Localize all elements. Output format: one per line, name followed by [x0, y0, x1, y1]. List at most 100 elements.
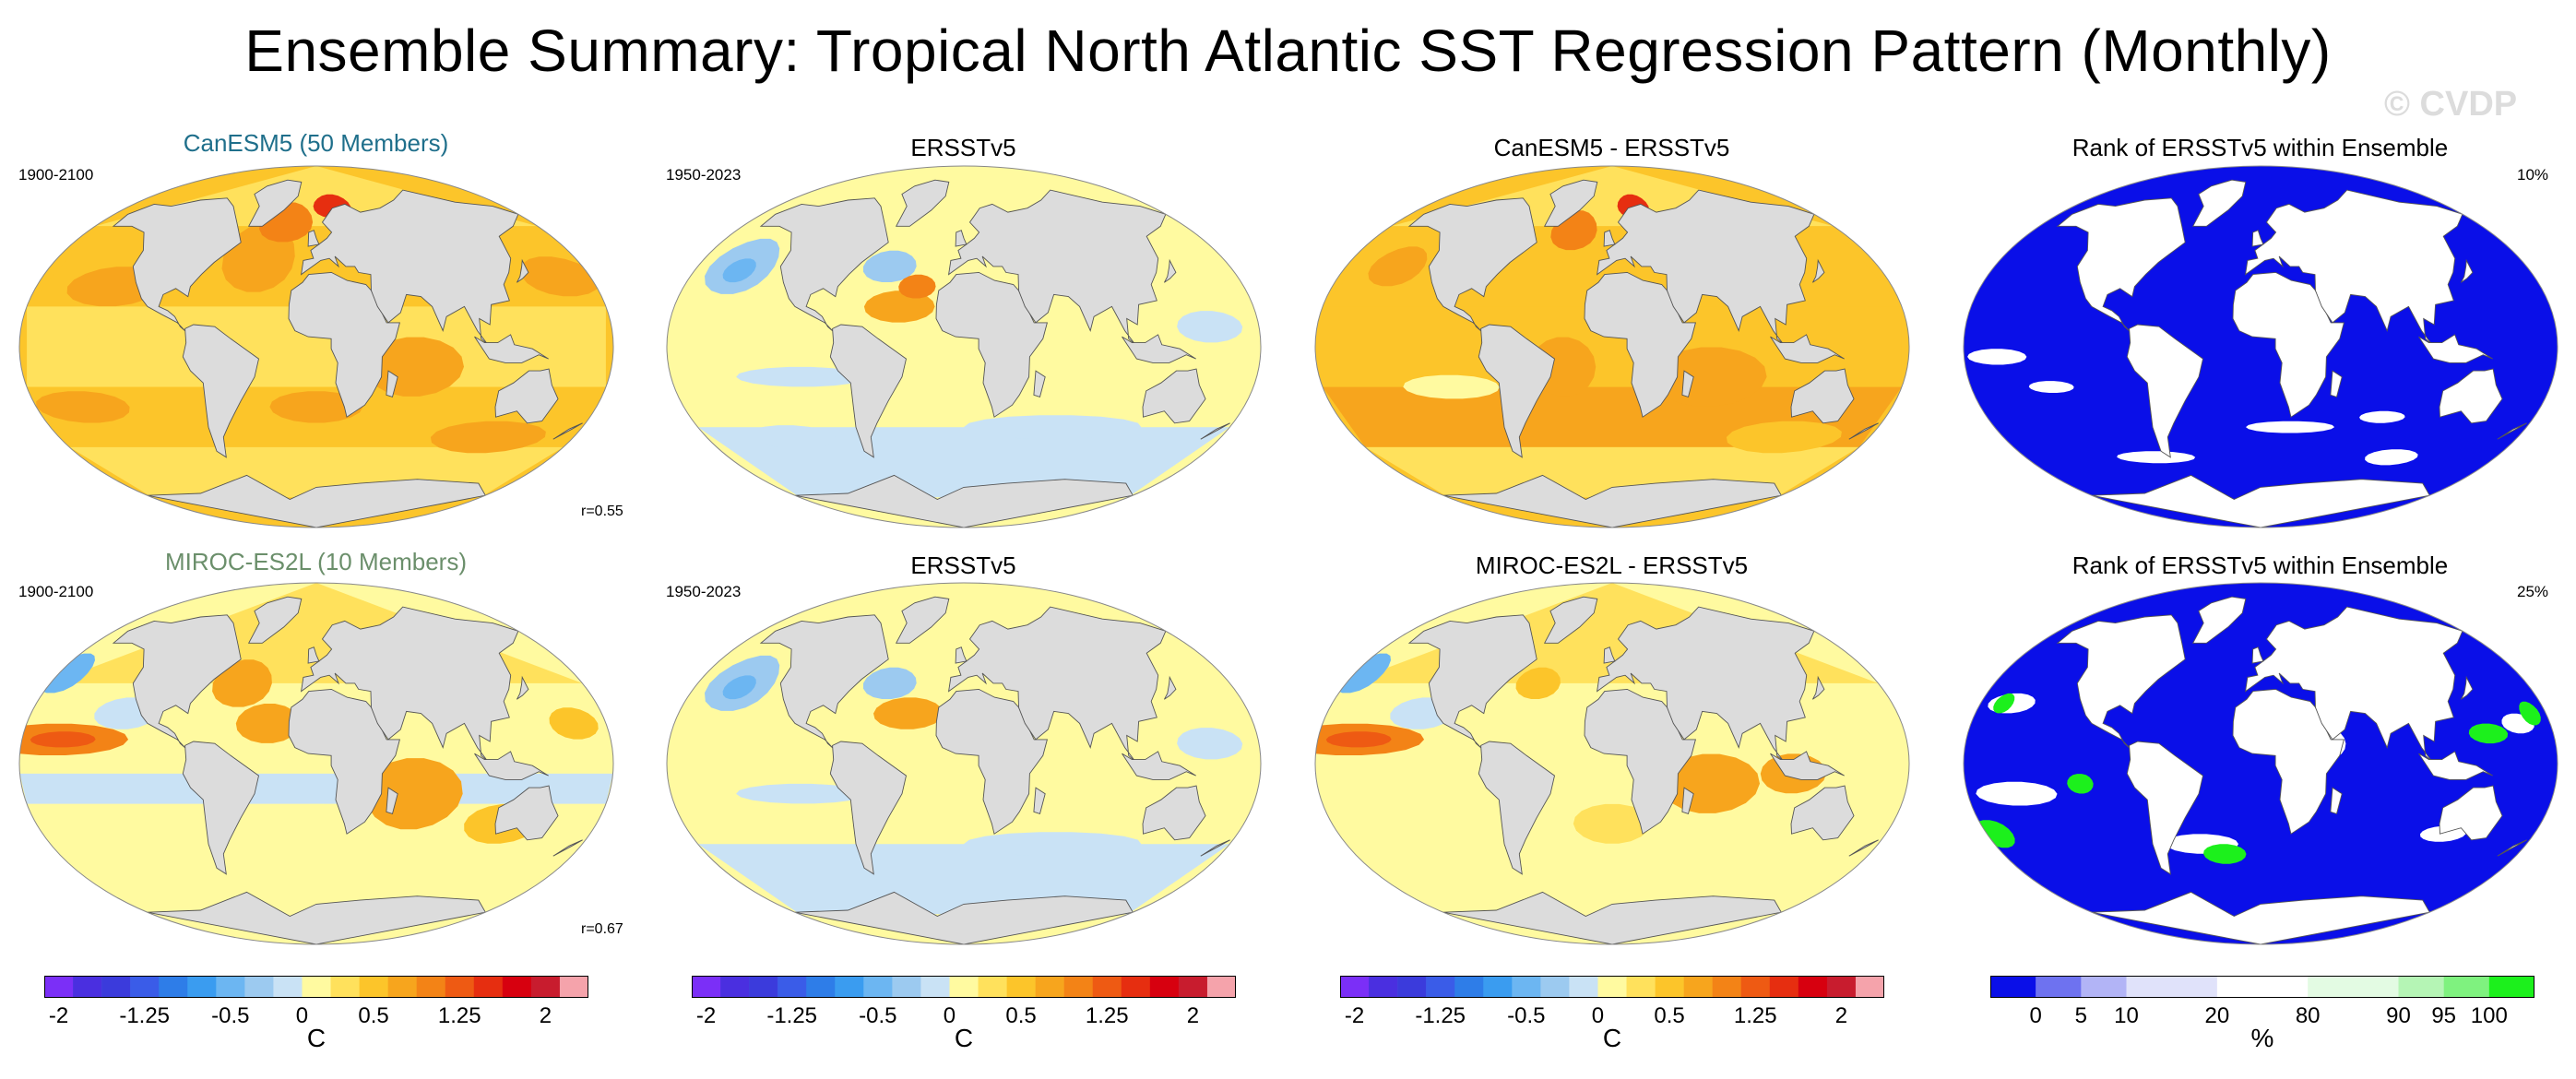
colorbar-swatch	[2398, 976, 2444, 998]
colorbar-swatch	[302, 976, 331, 998]
rank-high	[2067, 774, 2094, 794]
land-sa	[182, 741, 260, 875]
row-1-obs-title: ERSSTv5	[910, 134, 1016, 161]
land-sa	[1478, 741, 1556, 875]
row-1-model-title: CanESM5 (50 Members)	[183, 129, 449, 157]
colorbar-swatch	[416, 976, 446, 998]
figure-title: Ensemble Summary: Tropical North Atlanti…	[244, 18, 2332, 84]
row-1-diff-map	[1314, 165, 1910, 528]
land-af	[288, 688, 400, 835]
colorbar-swatch	[130, 976, 160, 998]
land-an	[1442, 474, 1783, 528]
row-2-rank-map	[1963, 582, 2558, 945]
colorbar-swatch	[2171, 976, 2218, 998]
colorbar-swatch	[2036, 976, 2082, 998]
land-gl	[2191, 596, 2247, 644]
colorbar-swatch	[1340, 976, 1370, 998]
rank-middle	[2246, 421, 2335, 433]
rank-middle	[2359, 410, 2405, 423]
land-gl	[895, 179, 950, 227]
colorbar-swatch	[920, 976, 950, 998]
cvdp-watermark: © CVDP	[2384, 85, 2518, 124]
land-jp	[1164, 675, 1177, 700]
colorbar-tick-label: 90	[2386, 1003, 2411, 1028]
colorbar-swatch	[1740, 976, 1771, 998]
rank-high	[1993, 693, 2015, 714]
field-anomaly	[863, 290, 935, 323]
colorbar-swatch	[1683, 976, 1713, 998]
land-sa	[1478, 324, 1556, 458]
land-eu	[1596, 606, 1815, 763]
land-ind	[474, 334, 549, 363]
land-nz	[2497, 839, 2527, 857]
rank-high	[2519, 701, 2541, 726]
colorbar-swatch	[330, 976, 360, 998]
colorbar-swatch	[749, 976, 778, 998]
row-1-model-map	[18, 165, 614, 528]
land-nz	[1200, 839, 1230, 857]
land-sa	[829, 741, 908, 875]
rank-middle	[1967, 349, 2027, 365]
colorbar-swatch	[530, 976, 561, 998]
colorbar-tick-label: 0	[296, 1003, 308, 1028]
land-mad	[2330, 787, 2343, 814]
land-af	[1584, 271, 1696, 418]
colorbar-swatch	[1149, 976, 1180, 998]
field-anomaly	[1177, 728, 1243, 760]
colorbar-tick-label: -2	[49, 1003, 68, 1028]
field-band	[674, 723, 1253, 804]
colorbar-swatch	[359, 976, 388, 998]
map-field	[667, 166, 1261, 528]
field-anomaly	[1653, 347, 1767, 407]
land-au	[1142, 785, 1206, 841]
land-uk	[1603, 646, 1616, 664]
colorbar-tick-label: 1.25	[1734, 1003, 1777, 1028]
land-mad	[2330, 370, 2343, 397]
map-field	[1315, 583, 1909, 944]
field-anomaly	[277, 803, 356, 844]
land-mad	[1033, 370, 1046, 397]
colorbar-tick-label: -0.5	[1507, 1003, 1545, 1028]
field-anomaly	[749, 425, 836, 449]
land-an	[794, 891, 1134, 944]
field-anomaly	[964, 415, 1142, 439]
field-anomaly	[736, 783, 867, 804]
colorbar-swatch	[1512, 976, 1541, 998]
globe-outline	[666, 582, 1262, 945]
land-ind	[1770, 751, 1845, 780]
field-anomaly	[1726, 421, 1842, 454]
colorbar-tick-label: 0.5	[358, 1003, 388, 1028]
colorbar-swatch	[2126, 976, 2172, 998]
colorbar-swatch	[445, 976, 475, 998]
colorbar-tick-label: -1.25	[1415, 1003, 1466, 1028]
colorbar-swatch	[806, 976, 836, 998]
field-anomaly	[873, 697, 944, 729]
row-2-obs-map	[666, 582, 1262, 945]
colorbar-swatch	[216, 976, 245, 998]
colorbar-swatch	[778, 976, 807, 998]
land-jp	[1812, 258, 1825, 283]
land-af	[288, 271, 400, 418]
land-na	[759, 197, 889, 331]
colorbar-swatch	[2443, 976, 2490, 998]
land-nz	[1848, 422, 1879, 440]
land-eu	[300, 189, 519, 346]
land-af	[935, 271, 1048, 418]
land-eu	[947, 606, 1167, 763]
land-jp	[516, 675, 529, 700]
field-anomaly	[38, 653, 95, 694]
colorbar-swatch	[159, 976, 188, 998]
land-ind	[2418, 334, 2493, 363]
field-anomaly	[1334, 653, 1391, 694]
land-ind	[474, 751, 549, 780]
colorbar-tick-label: 0	[944, 1003, 956, 1028]
colorbar-swatch	[978, 976, 1007, 998]
row-1-obs-years: 1950-2023	[666, 166, 742, 184]
land-na	[1407, 614, 1537, 748]
colorbar-sst-2: -2 -1.25 -0.5 0 0.5 1.25 2	[692, 976, 1236, 1028]
land-au	[494, 785, 559, 841]
colorbar-frame	[1340, 976, 1884, 998]
row-2-obs-title: ERSSTv5	[910, 551, 1016, 579]
land-gl	[1543, 596, 1598, 644]
land-an	[2091, 474, 2431, 528]
